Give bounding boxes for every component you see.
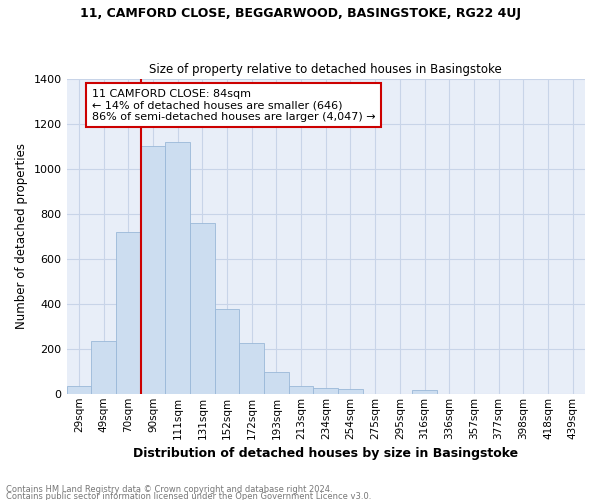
Text: Contains public sector information licensed under the Open Government Licence v3: Contains public sector information licen… <box>6 492 371 500</box>
Bar <box>165 142 190 394</box>
Title: Size of property relative to detached houses in Basingstoke: Size of property relative to detached ho… <box>149 63 502 76</box>
Bar <box>313 388 338 394</box>
X-axis label: Distribution of detached houses by size in Basingstoke: Distribution of detached houses by size … <box>133 447 518 460</box>
Bar <box>264 372 289 394</box>
Text: 11 CAMFORD CLOSE: 84sqm
← 14% of detached houses are smaller (646)
86% of semi-d: 11 CAMFORD CLOSE: 84sqm ← 14% of detache… <box>92 88 376 122</box>
Y-axis label: Number of detached properties: Number of detached properties <box>15 143 28 329</box>
Bar <box>412 390 437 394</box>
Bar <box>289 386 313 394</box>
Bar <box>239 343 264 394</box>
Bar <box>140 146 165 394</box>
Bar <box>67 386 91 394</box>
Bar <box>338 390 363 394</box>
Text: 11, CAMFORD CLOSE, BEGGARWOOD, BASINGSTOKE, RG22 4UJ: 11, CAMFORD CLOSE, BEGGARWOOD, BASINGSTO… <box>79 8 521 20</box>
Bar <box>116 232 140 394</box>
Text: Contains HM Land Registry data © Crown copyright and database right 2024.: Contains HM Land Registry data © Crown c… <box>6 486 332 494</box>
Bar <box>91 341 116 394</box>
Bar <box>190 222 215 394</box>
Bar <box>215 310 239 394</box>
